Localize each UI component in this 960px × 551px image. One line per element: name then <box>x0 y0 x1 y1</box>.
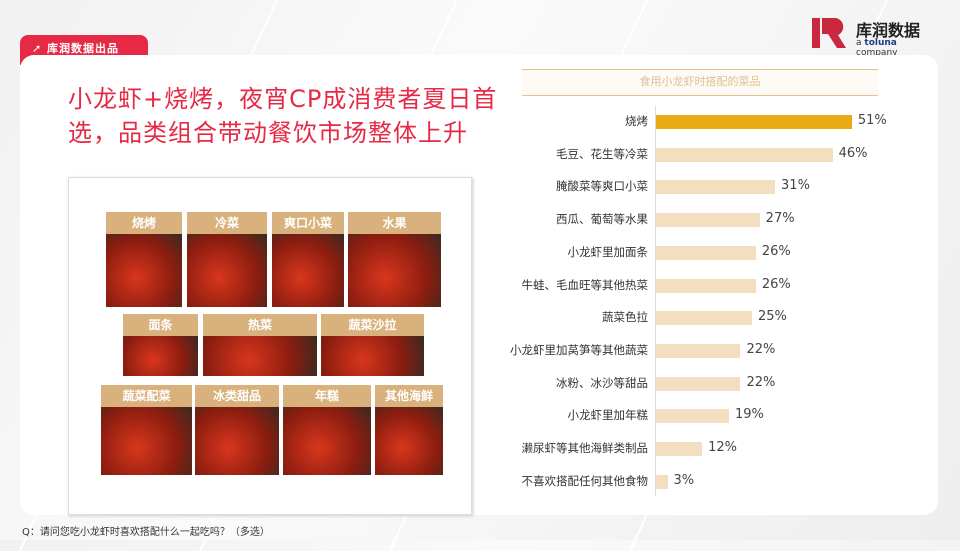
food-tile: 烧烤 <box>106 212 182 307</box>
food-tile: 热菜 <box>203 314 317 376</box>
logo: 库润数据 a toluna company <box>810 16 940 58</box>
category-label: 不喜欢搭配任何其他食物 <box>521 473 649 488</box>
food-tile: 冷菜 <box>187 212 267 307</box>
food-tile-label: 热菜 <box>203 314 317 336</box>
data-label: 25% <box>758 309 787 325</box>
bar-row: 小龙虾里加莴笋等其他蔬菜 <box>480 342 648 358</box>
food-tile-label: 冷菜 <box>187 212 267 234</box>
bar <box>656 409 729 424</box>
bar-row: 牛蛙、毛血旺等其他热菜 <box>480 277 649 293</box>
data-label: 12% <box>708 440 737 455</box>
bar-row: 腌酸菜等爽口小菜 <box>480 179 648 194</box>
food-tile: 面条 <box>123 314 198 376</box>
food-photo <box>348 234 441 307</box>
category-label: 小龙虾里加莴笋等其他蔬菜 <box>510 342 648 357</box>
data-label: 27% <box>765 211 795 227</box>
bar-row: 毛豆、花生等冷菜 <box>480 146 648 162</box>
bar <box>656 278 756 293</box>
bar <box>656 245 756 260</box>
bar-row: 冰粉、冰沙等甜品 <box>480 375 648 391</box>
footnote: Q：请问您吃小龙虾时喜欢搭配什么一起吃吗？（多选） <box>22 527 270 538</box>
food-tile: 水果 <box>348 212 441 307</box>
food-tile: 其他海鲜 <box>375 385 443 475</box>
source-tag-text: 库润数据出品 <box>47 42 120 55</box>
data-label: 26% <box>761 276 791 292</box>
category-label: 牛蛙、毛血旺等其他热菜 <box>521 277 649 292</box>
food-photo <box>123 336 198 376</box>
category-label: 小龙虾里加面条 <box>567 244 649 259</box>
data-label: 46% <box>838 145 868 161</box>
bar-row: 不喜欢搭配任何其他食物 <box>480 473 649 489</box>
category-label: 烧烤 <box>625 114 648 128</box>
food-tile-label: 蔬菜沙拉 <box>321 314 424 336</box>
food-photo <box>195 407 279 475</box>
bar-row: 西瓜、葡萄等水果 <box>480 212 648 227</box>
food-tile-label: 爽口小菜 <box>272 212 344 234</box>
food-tile-label: 烧烤 <box>106 212 182 234</box>
category-label: 毛豆、花生等冷菜 <box>556 146 648 161</box>
food-tile: 冰类甜品 <box>195 385 279 475</box>
food-tile-label: 其他海鲜 <box>375 385 443 407</box>
bar <box>656 213 760 228</box>
food-tile-label: 年糕 <box>283 385 371 407</box>
logo-cn: 库润数据 <box>856 21 921 40</box>
bar <box>656 442 703 456</box>
food-tile: 爽口小菜 <box>272 212 344 307</box>
bar-row: 濑尿虾等其他海鲜类制品 <box>480 441 649 456</box>
logo-en: a toluna company <box>856 38 898 58</box>
category-label: 濑尿虾等其他海鲜类制品 <box>521 441 649 455</box>
category-label: 小龙虾里加年糕 <box>567 408 649 423</box>
food-tile-label: 蔬菜配菜 <box>101 385 192 407</box>
bar <box>656 343 741 358</box>
food-tile: 年糕 <box>283 385 371 475</box>
bar <box>656 311 752 326</box>
food-tile: 蔬菜沙拉 <box>321 314 424 376</box>
data-label: 31% <box>781 178 810 194</box>
bar-row: 烧烤 <box>480 114 648 129</box>
arrow-icon: ➚ <box>32 42 48 55</box>
food-tile-label: 面条 <box>123 314 198 336</box>
bar <box>656 376 741 391</box>
food-tile: 蔬菜配菜 <box>101 385 192 475</box>
food-photo <box>203 336 317 376</box>
food-tile-label: 水果 <box>348 212 441 234</box>
data-label: 19% <box>734 407 764 423</box>
bar <box>656 474 668 489</box>
category-label: 蔬菜色拉 <box>602 310 648 325</box>
food-photo <box>375 407 443 475</box>
data-label: 26% <box>761 243 791 259</box>
category-label: 腌酸菜等爽口小菜 <box>556 179 648 194</box>
category-label: 冰粉、冰沙等甜品 <box>556 375 648 390</box>
data-label: 3% <box>673 472 695 488</box>
chart-axis <box>655 106 656 496</box>
bar <box>656 180 776 195</box>
bar-row: 蔬菜色拉 <box>480 310 648 325</box>
food-photo <box>187 234 267 307</box>
food-photo <box>283 407 371 475</box>
data-label: 22% <box>746 374 776 390</box>
food-photo <box>272 234 344 307</box>
category-label: 西瓜、葡萄等水果 <box>556 212 648 227</box>
bar <box>656 115 852 129</box>
chart-title: 食用小龙虾时搭配的菜品 <box>522 69 878 96</box>
food-photo <box>101 407 192 475</box>
page-title: 小龙虾+烧烤，夜宵CP成消费者夏日首 选，品类组合带动餐饮市场整体上升 <box>68 85 498 147</box>
data-label: 51% <box>857 113 887 128</box>
food-photo <box>321 336 424 376</box>
food-tile-label: 冰类甜品 <box>195 385 279 407</box>
bar-row: 小龙虾里加面条 <box>480 244 649 260</box>
logo-mark-icon <box>812 18 846 48</box>
bar <box>656 147 833 162</box>
bar-row: 小龙虾里加年糕 <box>480 408 649 423</box>
food-photo <box>106 234 182 307</box>
data-label: 22% <box>746 341 776 357</box>
